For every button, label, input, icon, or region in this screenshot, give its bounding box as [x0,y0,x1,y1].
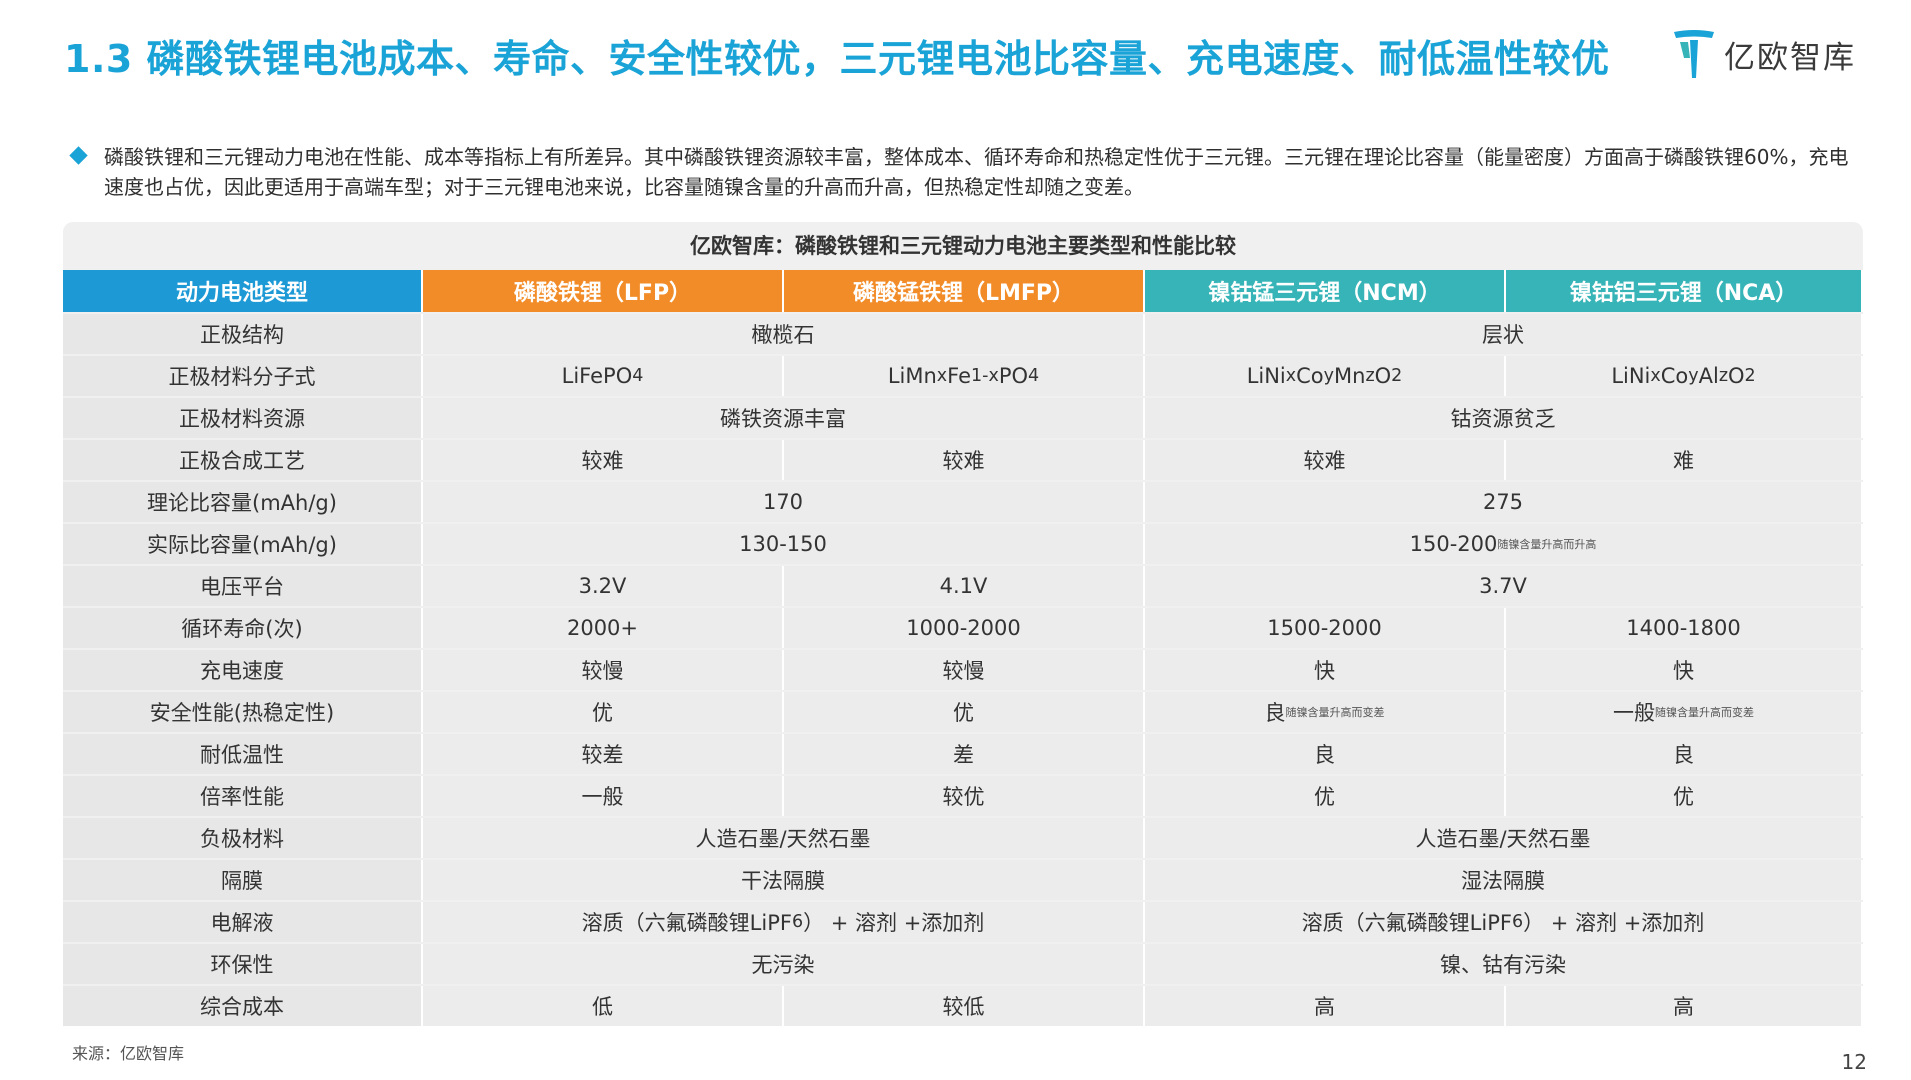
row-label: 环保性 [63,944,423,984]
row-label: 正极材料分子式 [63,356,423,396]
table-cell-with-note: 150-200 随镍含量升高而升高 [1145,524,1863,564]
table-cell: 良 [1145,734,1506,774]
table-cell: 难 [1506,440,1863,480]
page-number: 12 [1841,1050,1867,1074]
table-cell-with-note: 良随镍含量升高而变差 [1145,692,1506,732]
table-cell: 差 [784,734,1145,774]
diamond-bullet-icon [69,146,88,165]
table-cell: 磷铁资源丰富 [423,398,1145,438]
table-cell: 较低 [784,986,1145,1026]
table-cell: 1000-2000 [784,608,1145,648]
table-cell: 优 [423,692,784,732]
table-cell: 优 [1145,776,1506,816]
table-cell: 275 [1145,482,1863,522]
table-cell: 130-150 [423,524,1145,564]
table-cell: 较慢 [784,650,1145,690]
electrolyte-ncm-nca: 溶质（六氟磷酸锂LiPF 6） + 溶剂 +添加剂 [1145,902,1863,942]
table-cell: 快 [1145,650,1506,690]
table-cell: 3.7V [1145,566,1863,606]
electrolyte-lfp-lmfp: 溶质（六氟磷酸锂LiPF 6） + 溶剂 +添加剂 [423,902,1145,942]
table-cell: 高 [1506,986,1863,1026]
intro-paragraph: 磷酸铁锂和三元锂动力电池在性能、成本等指标上有所差异。其中磷酸铁锂资源较丰富，整… [69,142,1862,202]
header-cell-type: 动力电池类型 [63,270,423,312]
table-cell: 3.2V [423,566,784,606]
table-grid: 动力电池类型 磷酸铁锂（LFP） 磷酸锰铁锂（LMFP） 镍钴锰三元锂（NCM）… [63,270,1863,1026]
table-caption: 亿欧智库：磷酸铁锂和三元锂动力电池主要类型和性能比较 [690,234,1236,258]
table-cell: 干法隔膜 [423,860,1145,900]
table-cell: 人造石墨/天然石墨 [1145,818,1863,858]
table-cell: 无污染 [423,944,1145,984]
table-cell: 较难 [1145,440,1506,480]
header-cell-lfp: 磷酸铁锂（LFP） [423,270,784,312]
row-label: 隔膜 [63,860,423,900]
table-cell: 优 [784,692,1145,732]
table-cell: 湿法隔膜 [1145,860,1863,900]
table-cell: 4.1V [784,566,1145,606]
table-cell: 较慢 [423,650,784,690]
table-cell-with-note: 一般 随镍含量升高而变差 [1506,692,1863,732]
intro-text: 磷酸铁锂和三元锂动力电池在性能、成本等指标上有所差异。其中磷酸铁锂资源较丰富，整… [104,145,1849,199]
row-label: 电压平台 [63,566,423,606]
logo-mark-icon [1674,30,1714,78]
header-cell-lmfp: 磷酸锰铁锂（LMFP） [784,270,1145,312]
table-cell: 良 [1506,734,1863,774]
formula-lmfp: LiMn x Fe 1-x PO 4 [784,356,1145,396]
cell-value: 良 [1264,701,1286,725]
formula-lfp: LiFePO 4 [423,356,784,396]
row-label: 正极结构 [63,314,423,354]
row-label: 充电速度 [63,650,423,690]
table-cell: 层状 [1145,314,1863,354]
row-label: 安全性能(热稳定性) [63,692,423,732]
header-cell-ncm: 镍钴锰三元锂（NCM） [1145,270,1506,312]
row-label: 倍率性能 [63,776,423,816]
formula-nca: LiNi x Co y Al z O 2 [1506,356,1863,396]
row-label: 负极材料 [63,818,423,858]
table-cell: 快 [1506,650,1863,690]
table-cell: 较差 [423,734,784,774]
row-label: 理论比容量(mAh/g) [63,482,423,522]
table-cell: 人造石墨/天然石墨 [423,818,1145,858]
row-label: 电解液 [63,902,423,942]
table-cell: 较优 [784,776,1145,816]
table-cell: 170 [423,482,1145,522]
page-title: 1.3 磷酸铁锂电池成本、寿命、安全性较优，三元锂电池比容量、充电速度、耐低温性… [64,37,1610,81]
row-label: 循环寿命(次) [63,608,423,648]
logo: 亿欧智库 [1672,28,1856,80]
cell-value: 一般 [1613,701,1655,725]
row-label: 正极材料资源 [63,398,423,438]
cell-note: 随镍含量升高而变差 [1655,706,1754,719]
header-cell-nca: 镍钴铝三元锂（NCA） [1506,270,1863,312]
table-cell: 1400-1800 [1506,608,1863,648]
cell-value: 150-200 [1409,532,1498,556]
row-label: 耐低温性 [63,734,423,774]
source-note: 来源：亿欧智库 [72,1044,185,1063]
row-label: 综合成本 [63,986,423,1026]
table-cell: 2000+ [423,608,784,648]
formula-ncm: LiNi x Co y Mn z O 2 [1145,356,1506,396]
cell-note: 随镍含量升高而变差 [1285,706,1385,719]
table-cell: 低 [423,986,784,1026]
table-cell: 钴资源贫乏 [1145,398,1863,438]
logo-text: 亿欧智库 [1724,39,1856,76]
table-cell: 高 [1145,986,1506,1026]
row-label: 正极合成工艺 [63,440,423,480]
table-cell: 较难 [423,440,784,480]
row-label: 实际比容量(mAh/g) [63,524,423,564]
table-cell: 较难 [784,440,1145,480]
comparison-table: 亿欧智库：磷酸铁锂和三元锂动力电池主要类型和性能比较 动力电池类型 磷酸铁锂（L… [63,222,1863,1026]
table-cell: 橄榄石 [423,314,1145,354]
table-cell: 1500-2000 [1145,608,1506,648]
table-cell: 优 [1506,776,1863,816]
cell-note: 随镍含量升高而升高 [1497,538,1597,551]
table-cell: 镍、钴有污染 [1145,944,1863,984]
table-cell: 一般 [423,776,784,816]
